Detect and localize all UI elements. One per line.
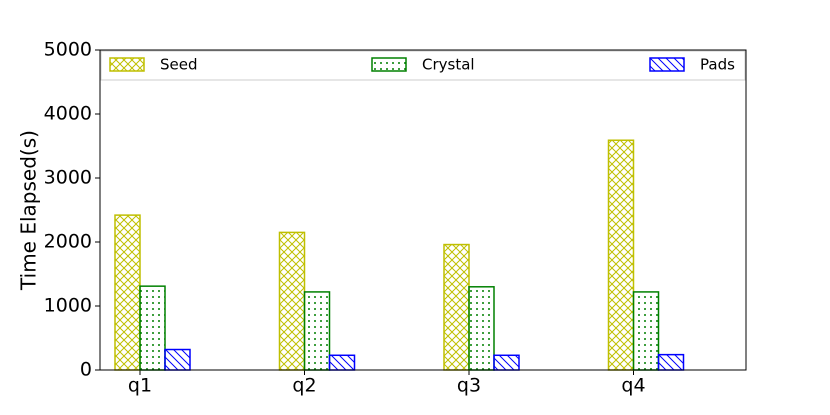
x-tick-label: q3 <box>457 375 481 397</box>
bar <box>164 348 191 371</box>
legend-label: Crystal <box>422 56 475 74</box>
bar <box>493 354 520 371</box>
bar <box>607 139 635 371</box>
y-tick-label: 4000 <box>44 103 92 125</box>
plot-frame <box>99 49 747 371</box>
bar <box>278 231 306 371</box>
x-tick-label: q1 <box>128 375 152 397</box>
legend-swatch <box>649 57 685 72</box>
legend-label: Seed <box>160 56 198 74</box>
bar <box>632 291 660 371</box>
legend-swatch <box>371 57 407 72</box>
x-tick-label: q2 <box>292 375 316 397</box>
bar <box>468 286 495 371</box>
bar <box>303 291 331 371</box>
y-axis-label: Time Elapsed(s) <box>17 130 41 291</box>
bar <box>114 214 141 371</box>
y-tick-label: 5000 <box>44 39 92 61</box>
legend <box>100 50 746 81</box>
y-tick-label: 2000 <box>44 231 92 253</box>
y-tick-label: 1000 <box>44 295 92 317</box>
x-tick-label: q4 <box>621 375 645 397</box>
legend-swatch <box>109 57 145 72</box>
y-tick-label: 0 <box>80 359 92 381</box>
legend-label: Pads <box>700 56 735 74</box>
bar <box>443 243 470 371</box>
bar <box>657 353 685 371</box>
y-tick-label: 3000 <box>44 167 92 189</box>
bar <box>328 354 356 371</box>
bar <box>139 285 166 371</box>
